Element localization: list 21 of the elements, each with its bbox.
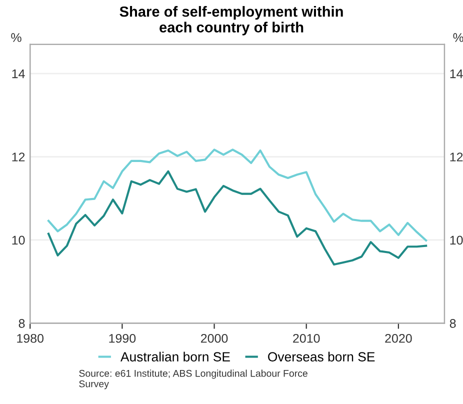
x-tick-label: 2020 — [385, 334, 412, 343]
y-tick-label: 8 — [18, 319, 25, 328]
y-tick-label: 14 — [12, 69, 25, 78]
source-note: Source: e61 Institute; ABS Longitudinal Labour Force Survey — [79, 370, 308, 390]
x-tick-label: 1980 — [17, 334, 44, 343]
x-tick-label: 1990 — [109, 334, 136, 343]
chart-title: Share of self-employment within each country of birth — [120, 6, 343, 36]
y2-tick-label: 14 — [450, 69, 463, 78]
y2-tick-label: 8 — [450, 319, 456, 328]
legend-label: Australian born SE — [120, 352, 230, 362]
y-tick-label: 10 — [12, 236, 25, 245]
y-axis-title: % — [11, 33, 22, 42]
y2-tick-label: 12 — [450, 152, 463, 162]
y-tick-label: 12 — [12, 152, 25, 162]
legend-label: Overseas born SE — [268, 352, 375, 362]
line-series — [47, 148, 428, 242]
x-tick-label: 2010 — [293, 334, 320, 343]
x-tick-label: 2000 — [200, 334, 228, 343]
y2-tick-label: 10 — [450, 236, 463, 245]
line-series — [47, 170, 428, 266]
y2-axis-title: % — [453, 33, 463, 42]
